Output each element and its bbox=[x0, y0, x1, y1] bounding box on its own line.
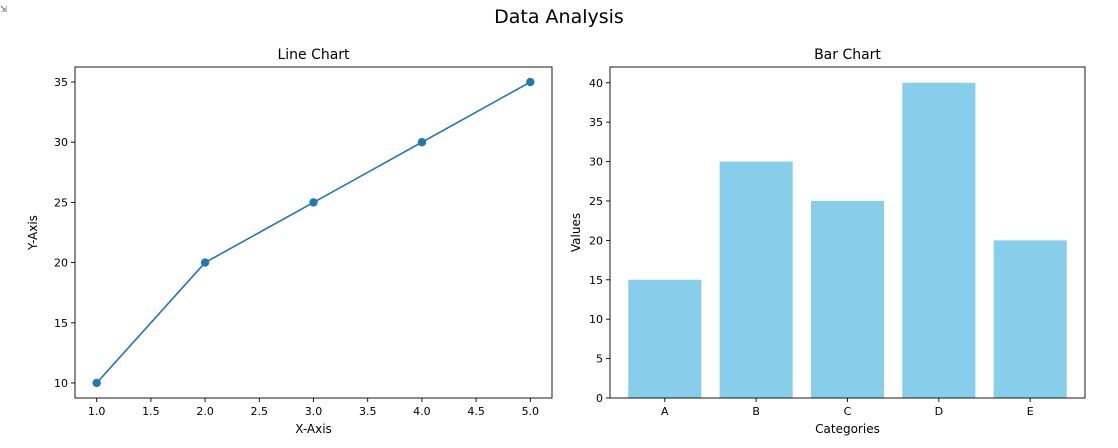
line-chart-ytick-label: 25 bbox=[54, 196, 68, 209]
line-chart-xtick-label: 1.0 bbox=[88, 405, 106, 418]
bar-chart-ytick-label: 30 bbox=[589, 156, 603, 169]
line-chart-xlabel: X-Axis bbox=[295, 422, 332, 436]
line-chart-ytick-label: 15 bbox=[54, 317, 68, 330]
line-chart-point bbox=[417, 138, 427, 147]
bar-chart-category-label: C bbox=[844, 405, 852, 418]
bar-chart-ylabel: Values bbox=[569, 213, 583, 252]
bar-chart-category-label: B bbox=[752, 405, 760, 418]
line-chart-point bbox=[92, 378, 101, 388]
line-chart-point bbox=[309, 198, 318, 207]
line-chart-panel: 1.0 1.5 2.0 2.5 3.0 3.5 4.0 4.5 5.0 10 15 20 25 30 35 L… bbox=[26, 47, 553, 436]
bar-chart-ytick-label: 10 bbox=[589, 313, 603, 326]
line-chart-xtick-label: 4.0 bbox=[413, 405, 431, 418]
bar-chart-bar bbox=[902, 82, 976, 398]
line-chart-xtick-label: 3.5 bbox=[359, 405, 377, 418]
bar-chart-panel: A B C D E 0 5 10 15 20 25 30 35 40 Bar Chart Categories… bbox=[569, 47, 1086, 436]
bar-chart-ytick-label: 40 bbox=[589, 77, 603, 90]
line-chart-xtick-label: 1.5 bbox=[142, 405, 160, 418]
bar-chart-bar bbox=[810, 200, 885, 398]
line-chart-xtick-label: 3.0 bbox=[305, 405, 323, 418]
bar-chart-bar bbox=[628, 279, 702, 398]
line-chart-axes-frame bbox=[74, 66, 553, 399]
line-chart-xtick-label: 4.5 bbox=[467, 405, 485, 418]
bar-chart-ytick-label: 0 bbox=[596, 392, 603, 405]
bar-chart-bar bbox=[993, 240, 1067, 398]
bar-chart-bar bbox=[719, 161, 793, 398]
line-chart-xtick-label: 5.0 bbox=[522, 405, 540, 418]
line-chart-ytick-label: 10 bbox=[54, 377, 68, 390]
line-chart-ytick-label: 35 bbox=[54, 76, 68, 89]
line-chart-point bbox=[200, 258, 210, 267]
output-indicator-icon: ⇲ bbox=[0, 1, 8, 15]
bar-chart-category-label: A bbox=[661, 405, 669, 418]
line-chart-ytick-label: 30 bbox=[54, 136, 68, 149]
bar-chart-xlabel: Categories bbox=[815, 422, 880, 436]
bar-chart-ytick-label: 25 bbox=[589, 195, 603, 208]
line-chart-xtick-label: 2.0 bbox=[196, 405, 214, 418]
line-chart-ytick-label: 20 bbox=[54, 257, 68, 270]
line-chart-point bbox=[526, 77, 535, 87]
line-chart-title: Line Chart bbox=[277, 47, 350, 63]
bar-chart-category-label: D bbox=[935, 405, 943, 418]
bar-chart-ytick-label: 15 bbox=[589, 274, 603, 287]
bar-chart-title: Bar Chart bbox=[814, 47, 881, 63]
bar-chart-ytick-label: 20 bbox=[589, 234, 603, 247]
bar-chart-category-label: E bbox=[1027, 405, 1034, 418]
line-chart-xtick-label: 2.5 bbox=[251, 405, 269, 418]
figure-title: Data Analysis bbox=[494, 6, 624, 28]
bar-chart-ytick-label: 5 bbox=[596, 353, 603, 366]
line-chart-ylabel: Y-Axis bbox=[26, 215, 40, 251]
bar-chart-ytick-label: 35 bbox=[589, 116, 603, 129]
line-chart-series-line bbox=[96, 81, 531, 384]
